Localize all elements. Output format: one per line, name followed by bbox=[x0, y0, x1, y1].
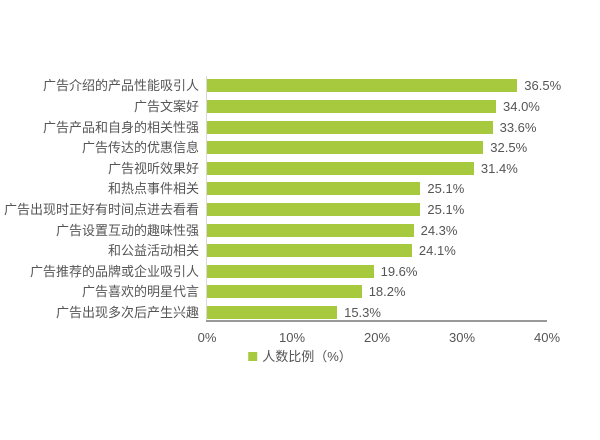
value-label: 33.6% bbox=[499, 119, 537, 135]
bar-row: 和公益活动相关 24.1% bbox=[0, 240, 600, 261]
legend-swatch-icon bbox=[248, 352, 258, 361]
value-label: 32.5% bbox=[490, 140, 528, 156]
value-label: 24.3% bbox=[420, 222, 458, 238]
value-label: 25.1% bbox=[427, 181, 465, 197]
category-label: 广告视听效果好 bbox=[107, 160, 199, 176]
bar-row: 广告介绍的产品性能吸引人 36.5% bbox=[0, 76, 600, 97]
value-label: 34.0% bbox=[503, 98, 540, 114]
value-label: 31.4% bbox=[480, 160, 518, 176]
value-label: 19.6% bbox=[380, 263, 418, 279]
bar bbox=[207, 285, 362, 299]
x-tick-label: 0% bbox=[197, 330, 217, 345]
bar bbox=[207, 79, 518, 93]
value-label: 24.1% bbox=[418, 243, 456, 259]
y-axis-line bbox=[206, 76, 207, 321]
category-label: 广告传达的优惠信息 bbox=[81, 140, 199, 156]
bar-row: 广告产品和自身的相关性强 33.6% bbox=[0, 117, 600, 138]
category-label: 广告文案好 bbox=[133, 98, 199, 114]
value-label: 15.3% bbox=[344, 304, 381, 320]
legend: 人数比例（%） bbox=[248, 350, 352, 363]
x-tick-label: 40% bbox=[533, 330, 561, 345]
legend-label: 人数比例（%） bbox=[262, 349, 352, 364]
x-tick-label: 20% bbox=[363, 330, 391, 345]
bar-row: 广告传达的优惠信息 32.5% bbox=[0, 137, 600, 158]
bar bbox=[207, 244, 412, 258]
x-axis-ticks: 0% 10% 20% 30% 40% bbox=[198, 330, 560, 345]
bar bbox=[207, 99, 496, 113]
bar bbox=[207, 305, 338, 319]
bar bbox=[207, 202, 421, 216]
value-label: 36.5% bbox=[524, 78, 562, 94]
bar-chart-rows: 广告介绍的产品性能吸引人 36.5% 广告文案好 34.0% 广告产品和自身的相关性强 3… bbox=[0, 76, 600, 323]
x-tick-label: 10% bbox=[278, 330, 306, 345]
category-label: 和公益活动相关 bbox=[107, 243, 199, 259]
bar bbox=[207, 264, 374, 278]
category-label: 广告产品和自身的相关性强 bbox=[42, 119, 199, 135]
bar-row: 广告出现时正好有时间点进去看看 25.1% bbox=[0, 199, 600, 220]
value-label: 25.1% bbox=[427, 201, 465, 217]
bar-row: 广告文案好 34.0% bbox=[0, 96, 600, 117]
bar-row: 和热点事件相关 25.1% bbox=[0, 179, 600, 200]
category-label: 和热点事件相关 bbox=[107, 181, 199, 197]
x-axis-line bbox=[206, 320, 547, 322]
bar bbox=[207, 223, 414, 237]
bar bbox=[207, 161, 474, 175]
bar bbox=[207, 120, 493, 134]
bar-row: 广告设置互动的趣味性强 24.3% bbox=[0, 220, 600, 241]
bar-row: 广告喜欢的明星代言 18.2% bbox=[0, 282, 600, 303]
value-label: 18.2% bbox=[368, 284, 406, 300]
category-label: 广告介绍的产品性能吸引人 bbox=[42, 78, 199, 94]
x-tick-label: 30% bbox=[448, 330, 476, 345]
category-label: 广告喜欢的明星代言 bbox=[81, 284, 199, 300]
category-label: 广告设置互动的趣味性强 bbox=[55, 222, 199, 238]
bar-row: 广告视听效果好 31.4% bbox=[0, 158, 600, 179]
category-label: 广告出现时正好有时间点进去看看 bbox=[3, 201, 199, 217]
category-label: 广告出现多次后产生兴趣 bbox=[55, 304, 199, 320]
bar-row: 广告推荐的品牌或企业吸引人 19.6% bbox=[0, 261, 600, 282]
category-label: 广告推荐的品牌或企业吸引人 bbox=[29, 263, 199, 279]
bar-row: 广告出现多次后产生兴趣 15.3% bbox=[0, 302, 600, 323]
bar bbox=[207, 141, 484, 155]
bar bbox=[207, 182, 421, 196]
